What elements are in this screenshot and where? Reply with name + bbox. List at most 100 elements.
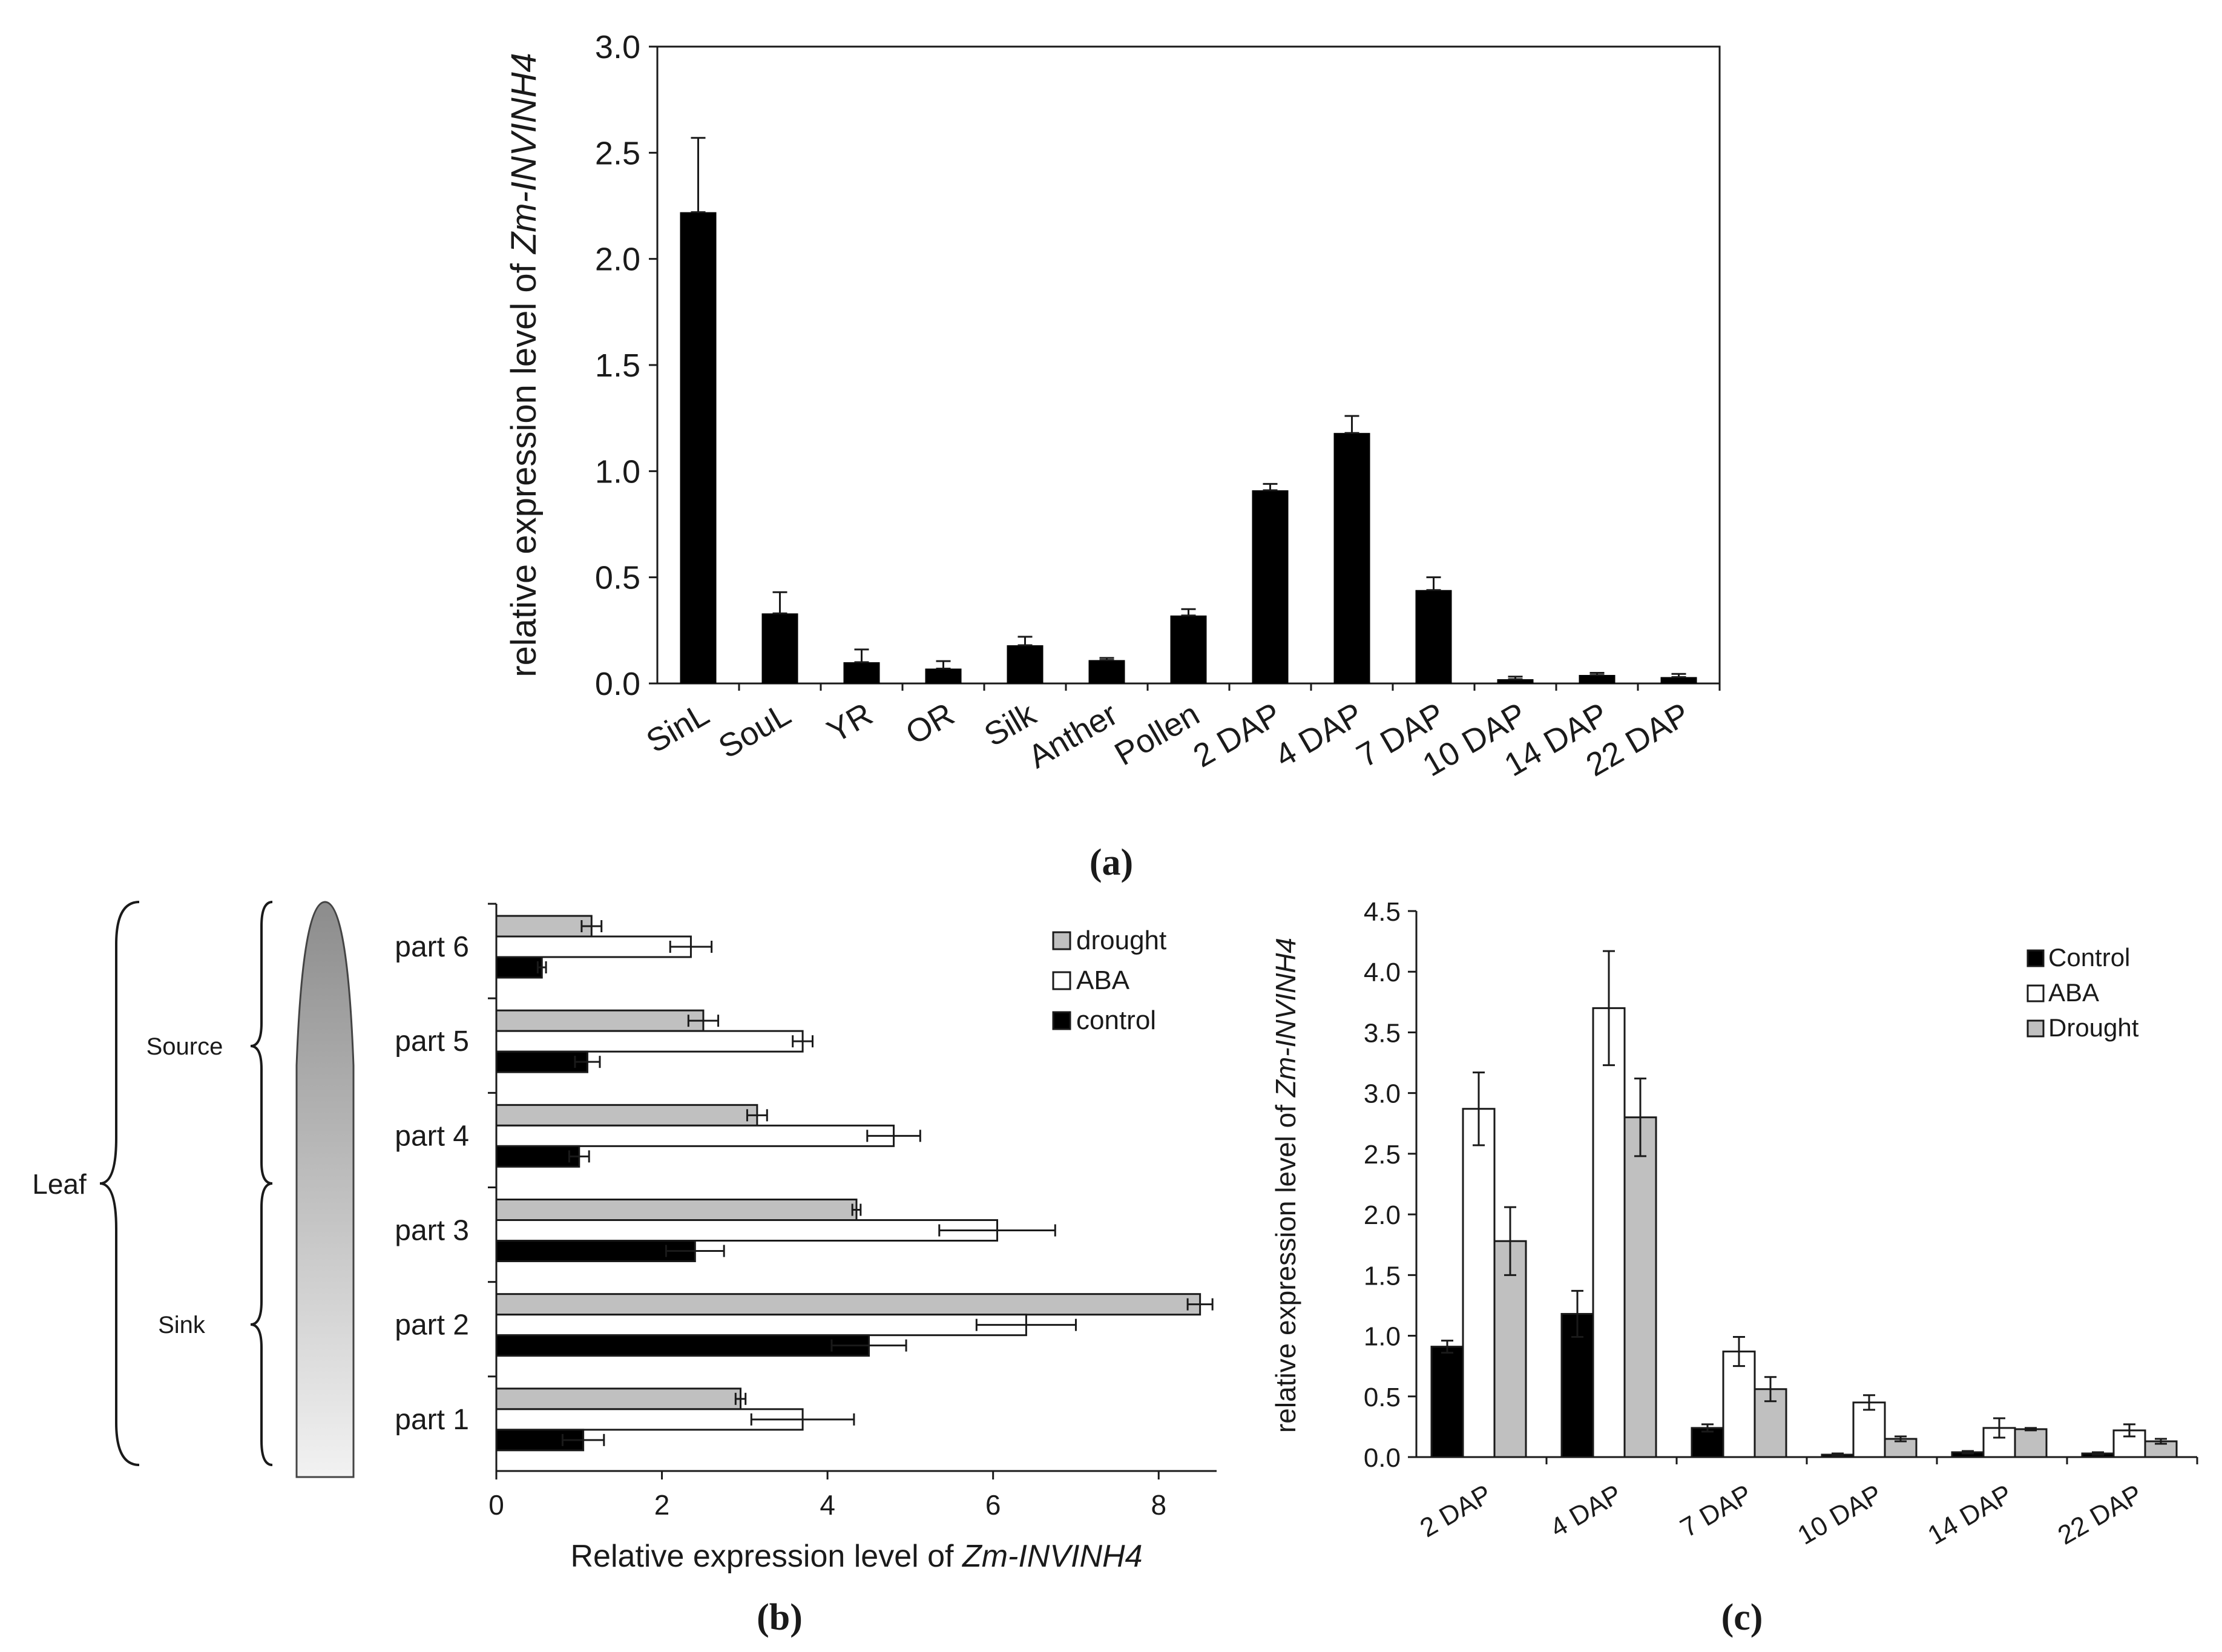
panel-c-legend-label: Drought xyxy=(2048,1013,2139,1042)
panel-a-bar xyxy=(843,662,880,683)
panel-a-bar xyxy=(1660,677,1697,683)
panel-c-legend-swatch xyxy=(2026,949,2045,967)
panel-b-bar-ABA xyxy=(495,1124,895,1147)
panel-a-bar xyxy=(1088,660,1125,683)
panel-b: Leaf Source Sink Relative expression lev… xyxy=(32,901,1217,1638)
panel-a: relative expression level of Zm-INVINH4 … xyxy=(504,29,1721,883)
panel-c-bar-Drought xyxy=(1493,1240,1527,1458)
panel-c-y-tick-label: 0.0 xyxy=(1364,1443,1401,1473)
panel-b-bar-ABA xyxy=(495,935,692,958)
panel-c-x-tick-label: 10 DAP xyxy=(1793,1479,1887,1550)
panel-a-bar xyxy=(680,212,717,683)
panel-a-y-tick-label: 1.5 xyxy=(595,347,640,384)
panel-b-bar-drought xyxy=(495,1009,705,1032)
panel-c-y-tick-label: 0.5 xyxy=(1364,1383,1401,1412)
panel-b-legend-label: drought xyxy=(1076,926,1166,955)
panel-b-legend-label: ABA xyxy=(1076,966,1130,995)
source-brace xyxy=(250,901,273,1185)
panel-b-bar-drought xyxy=(495,1199,858,1221)
panel-a-x-tick-label: Pollen xyxy=(1109,696,1206,772)
panel-a-y-tick-label: 0.0 xyxy=(595,666,640,702)
panel-a-x-tick-label: SouL xyxy=(712,696,797,765)
panel-a-bar xyxy=(1333,433,1370,683)
panel-b-y-tick-label: part 5 xyxy=(395,1025,469,1058)
leaf-label: Leaf xyxy=(32,1168,87,1200)
panel-a-y-tick-label: 1.0 xyxy=(595,453,640,490)
panel-c-y-tick-label: 3.5 xyxy=(1364,1018,1401,1048)
panel-a-x-tick-label: 2 DAP xyxy=(1187,696,1287,774)
panel-a-bar xyxy=(1007,645,1044,683)
panel-b-bar-drought xyxy=(495,1104,758,1127)
panel-b-bar-control xyxy=(495,1240,696,1262)
panel-c-legend-swatch xyxy=(2026,984,2045,1002)
panel-c-y-tick-label: 2.5 xyxy=(1364,1140,1401,1170)
panel-a-bar xyxy=(925,668,962,683)
panel-b-bar-drought xyxy=(495,1293,1201,1316)
panel-b-legend-swatch xyxy=(1052,931,1071,950)
panel-a-bar xyxy=(1497,679,1534,683)
panel-c-y-tick-label: 3.0 xyxy=(1364,1079,1401,1109)
panel-a-bar xyxy=(1579,674,1616,683)
panel-b-x-tick-label: 6 xyxy=(985,1489,1001,1521)
panel-c-y-tick-label: 2.0 xyxy=(1364,1200,1401,1230)
source-label: Source xyxy=(146,1033,223,1060)
panel-a-x-tick-label: SinL xyxy=(640,696,715,760)
panel-c-x-tick-label: 22 DAP xyxy=(2053,1479,2148,1550)
panel-c-bar-ABA xyxy=(1462,1108,1496,1458)
panel-b-bar-drought xyxy=(495,915,593,938)
panel-a-x-tick-label: Anther xyxy=(1022,696,1124,775)
panel-c-bar-Drought xyxy=(2014,1428,2048,1458)
panel-b-legend-swatch xyxy=(1052,1011,1071,1030)
panel-b-y-tick-label: part 1 xyxy=(395,1404,469,1436)
panel-b-bar-control xyxy=(495,1050,588,1073)
panel-a-plot-area xyxy=(656,45,1721,685)
panel-b-bar-ABA xyxy=(495,1219,999,1242)
panel-a-x-tick-label: YR xyxy=(821,696,879,749)
panel-b-y-tick-label: part 2 xyxy=(395,1309,469,1341)
panel-b-bar-control xyxy=(495,956,543,979)
panel-b-y-tick-label: part 6 xyxy=(395,931,469,963)
panel-c-x-tick-label: 4 DAP xyxy=(1545,1479,1627,1543)
panel-a-y-tick-label: 3.0 xyxy=(595,29,640,65)
panel-c-legend-label: ABA xyxy=(2048,978,2099,1007)
panel-b-bar-control xyxy=(495,1145,580,1168)
panel-a-bar xyxy=(1170,615,1207,683)
panel-a-x-tick-label: OR xyxy=(899,696,960,751)
panel-c-y-tick-label: 1.0 xyxy=(1364,1322,1401,1352)
panel-c: relative expression level of Zm-INVINH4 … xyxy=(1270,897,2198,1638)
panel-b-bar-drought xyxy=(495,1387,742,1410)
panel-a-x-tick-label: 4 DAP xyxy=(1269,696,1369,774)
panel-c-caption: (c) xyxy=(1721,1597,1763,1638)
panel-c-x-tick-label: 2 DAP xyxy=(1415,1479,1497,1543)
panel-b-bar-ABA xyxy=(495,1314,1027,1337)
panel-a-bar xyxy=(1252,490,1289,683)
panel-c-bar-Drought xyxy=(1623,1116,1657,1458)
panel-a-ylabel: relative expression level of Zm-INVINH4 xyxy=(504,53,544,677)
panel-c-bar-ABA xyxy=(1592,1007,1626,1458)
panel-a-caption: (a) xyxy=(1090,842,1133,883)
panel-b-y-tick-label: part 4 xyxy=(395,1120,469,1152)
panel-a-y-tick-label: 2.5 xyxy=(595,135,640,171)
panel-b-x-tick-label: 8 xyxy=(1151,1489,1166,1521)
leaf-shape xyxy=(295,901,355,1478)
panel-b-xlabel: Relative expression level of Zm-INVINH4 xyxy=(571,1539,1143,1574)
panel-b-x-tick-label: 0 xyxy=(488,1489,504,1521)
panel-b-y-tick-label: part 3 xyxy=(395,1215,469,1247)
panel-a-y-tick-label: 0.5 xyxy=(595,560,640,596)
panel-c-bar-ABA xyxy=(1722,1351,1756,1458)
panel-c-bar-ABA xyxy=(1852,1401,1886,1458)
panel-b-caption: (b) xyxy=(757,1597,803,1638)
panel-c-x-tick-label: 14 DAP xyxy=(1923,1479,2017,1550)
panel-c-x-tick-label: 7 DAP xyxy=(1675,1479,1757,1543)
sink-label: Sink xyxy=(158,1312,206,1338)
panel-b-bar-ABA xyxy=(495,1030,804,1053)
sink-brace xyxy=(250,1182,273,1466)
panel-a-y-tick-label: 2.0 xyxy=(595,242,640,278)
panel-c-ylabel: relative expression level of Zm-INVINH4 xyxy=(1270,938,1301,1433)
panel-c-legend-label: Control xyxy=(2048,943,2130,972)
panel-b-x-tick-label: 4 xyxy=(820,1489,835,1521)
panel-b-bar-control xyxy=(495,1334,870,1357)
panel-b-legend-label: control xyxy=(1076,1005,1156,1035)
panel-a-bar xyxy=(761,613,798,683)
